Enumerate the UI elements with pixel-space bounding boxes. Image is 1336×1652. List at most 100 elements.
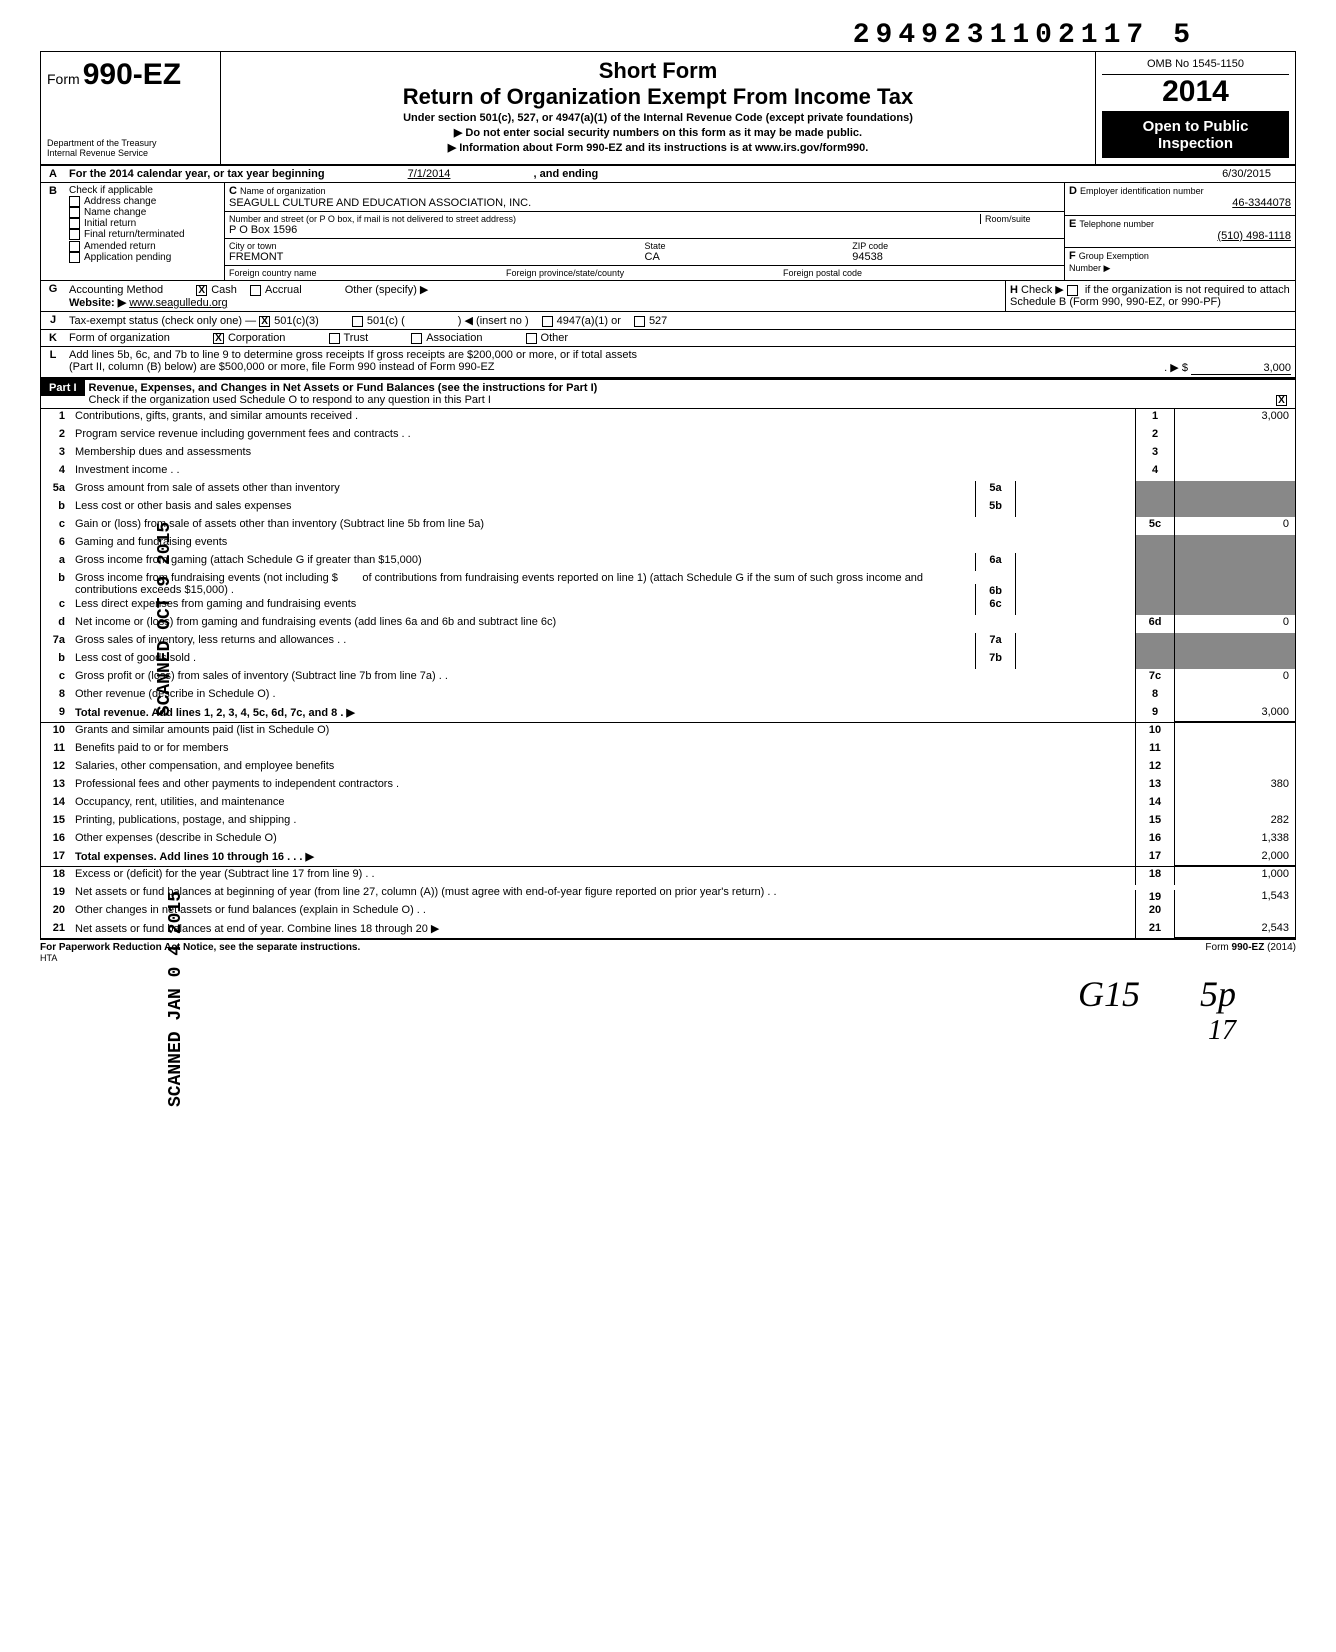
group-exemption-number: Number ▶ <box>1069 263 1110 273</box>
line-15: 15 Printing, publications, postage, and … <box>40 813 1296 831</box>
line-5b: b Less cost or other basis and sales exp… <box>40 499 1296 517</box>
line-6c: c Less direct expenses from gaming and f… <box>40 597 1296 615</box>
label-a: A <box>41 166 65 182</box>
form-header: Form 990-EZ Department of the Treasury I… <box>40 51 1296 166</box>
line-5c: c Gain or (loss) from sale of assets oth… <box>40 517 1296 535</box>
state-value: CA <box>645 251 853 263</box>
street-value: P O Box 1596 <box>229 224 297 236</box>
label-d: D <box>1069 185 1077 197</box>
label-k: K <box>41 330 65 346</box>
checkbox-final-return[interactable] <box>69 229 80 240</box>
line-21: 21 Net assets or fund balances at end of… <box>40 921 1296 939</box>
tax-exempt-status: Tax-exempt status (check only one) — X50… <box>65 312 1295 329</box>
line-2: 2 Program service revenue including gove… <box>40 427 1296 445</box>
checkbox-initial-return[interactable] <box>69 218 80 229</box>
part-1-label: Part I <box>41 380 85 396</box>
label-g: G <box>41 281 65 311</box>
part-1-title: Revenue, Expenses, and Changes in Net As… <box>89 382 598 394</box>
checkbox-cash[interactable]: X <box>196 285 207 296</box>
label-b: B <box>41 183 65 280</box>
foreign-province-label: Foreign province/state/county <box>506 268 783 278</box>
checkbox-address-change[interactable] <box>69 196 80 207</box>
checkbox-amended-return[interactable] <box>69 241 80 252</box>
form-title-1: Short Form <box>233 58 1083 84</box>
room-label: Room/suite <box>980 214 1060 224</box>
checkbox-schedule-o[interactable]: X <box>1276 395 1287 406</box>
foreign-country-label: Foreign country name <box>229 268 506 278</box>
checkbox-association[interactable] <box>411 333 422 344</box>
label-f: F <box>1069 250 1076 262</box>
form-title-2: Return of Organization Exempt From Incom… <box>233 84 1083 110</box>
label-j: J <box>41 312 65 329</box>
row-l: L Add lines 5b, 6c, and 7b to line 9 to … <box>40 347 1296 378</box>
city-label: City or town <box>229 241 645 251</box>
line-9: 9 Total revenue. Add lines 1, 2, 3, 4, 5… <box>40 705 1296 723</box>
paperwork-notice: For Paperwork Reduction Act Notice, see … <box>40 942 360 953</box>
line-4: 4 Investment income . . 4 <box>40 463 1296 481</box>
gross-receipts-value: 3,000 <box>1191 362 1291 375</box>
open-to-public: Open to Public Inspection <box>1102 112 1289 158</box>
line-10: 10 Grants and similar amounts paid (list… <box>40 723 1296 741</box>
tax-year: 2014 <box>1102 75 1289 112</box>
subtitle-1: Under section 501(c), 527, or 4947(a)(1)… <box>233 112 1083 124</box>
subtitle-3: ▶ Information about Form 990-EZ and its … <box>233 141 1083 154</box>
checkbox-4947[interactable] <box>542 316 553 327</box>
zip-label: ZIP code <box>852 241 1060 251</box>
line-6b: b Gross income from fundraising events (… <box>40 571 1296 597</box>
document-number: 29492311021175 <box>40 20 1296 51</box>
section-h: H Check ▶ if the organization is not req… <box>1005 281 1295 311</box>
row-a: A For the 2014 calendar year, or tax yea… <box>40 166 1296 183</box>
checkbox-other-org[interactable] <box>526 333 537 344</box>
line-14: 14 Occupancy, rent, utilities, and maint… <box>40 795 1296 813</box>
line-1: 1 Contributions, gifts, grants, and simi… <box>40 409 1296 427</box>
handwriting-row: G15 5p <box>40 963 1296 1015</box>
checkbox-501c3[interactable]: X <box>259 316 270 327</box>
checkbox-accrual[interactable] <box>250 285 261 296</box>
label-c: C <box>229 185 237 197</box>
checkbox-527[interactable] <box>634 316 645 327</box>
label-l: L <box>41 347 65 377</box>
department: Department of the Treasury Internal Reve… <box>47 138 214 158</box>
checkbox-application-pending[interactable] <box>69 252 80 263</box>
form-ref: Form 990-EZ (2014) <box>1205 942 1296 953</box>
hta-label: HTA <box>40 953 1296 963</box>
row-k: K Form of organization XCorporation Trus… <box>40 330 1296 347</box>
accounting-method: Accounting Method XCash Accrual Other (s… <box>65 281 1005 311</box>
line-5a: 5a Gross amount from sale of assets othe… <box>40 481 1296 499</box>
line-13: 13 Professional fees and other payments … <box>40 777 1296 795</box>
subtitle-2: ▶ Do not enter social security numbers o… <box>233 126 1083 139</box>
line-6d: d Net income or (loss) from gaming and f… <box>40 615 1296 633</box>
line-16: 16 Other expenses (describe in Schedule … <box>40 831 1296 849</box>
line-8: 8 Other revenue (describe in Schedule O)… <box>40 687 1296 705</box>
row-g: G Accounting Method XCash Accrual Other … <box>40 281 1296 312</box>
handwriting-p: 5p <box>1200 973 1236 1015</box>
tax-year-line: For the 2014 calendar year, or tax year … <box>65 166 1295 182</box>
form-of-org: Form of organization XCorporation Trust … <box>65 330 1295 346</box>
phone-value: (510) 498-1118 <box>1069 230 1291 242</box>
group-exemption-label: Group Exemption <box>1079 251 1149 261</box>
line-19: 19 Net assets or fund balances at beginn… <box>40 885 1296 903</box>
state-label: State <box>645 241 853 251</box>
page-number-hand: 17 <box>40 1015 1296 1047</box>
line-18: 18 Excess or (deficit) for the year (Sub… <box>40 867 1296 885</box>
checkbox-501c[interactable] <box>352 316 363 327</box>
ein-value: 46-3344078 <box>1069 197 1291 209</box>
part-1-header: Part I Revenue, Expenses, and Changes in… <box>40 378 1296 409</box>
line-7b: b Less cost of goods sold . 7b <box>40 651 1296 669</box>
line-20: 20 Other changes in net assets or fund b… <box>40 903 1296 921</box>
line-7a: 7a Gross sales of inventory, less return… <box>40 633 1296 651</box>
zip-value: 94538 <box>852 251 1060 263</box>
line-6a: a Gross income from gaming (attach Sched… <box>40 553 1296 571</box>
checkbox-trust[interactable] <box>329 333 340 344</box>
org-name-label: Name of organization <box>240 186 326 196</box>
check-column: Check if applicable Address change Name … <box>65 183 225 280</box>
website-url: www.seagulledu.org <box>129 297 227 309</box>
checkbox-name-change[interactable] <box>69 207 80 218</box>
street-label: Number and street (or P O box, if mail i… <box>229 214 980 224</box>
row-j: J Tax-exempt status (check only one) — X… <box>40 312 1296 330</box>
line-6: 6 Gaming and fundraising events <box>40 535 1296 553</box>
checkbox-corporation[interactable]: X <box>213 333 224 344</box>
phone-label: Telephone number <box>1079 219 1154 229</box>
line-12: 12 Salaries, other compensation, and emp… <box>40 759 1296 777</box>
checkbox-schedule-b[interactable] <box>1067 285 1078 296</box>
